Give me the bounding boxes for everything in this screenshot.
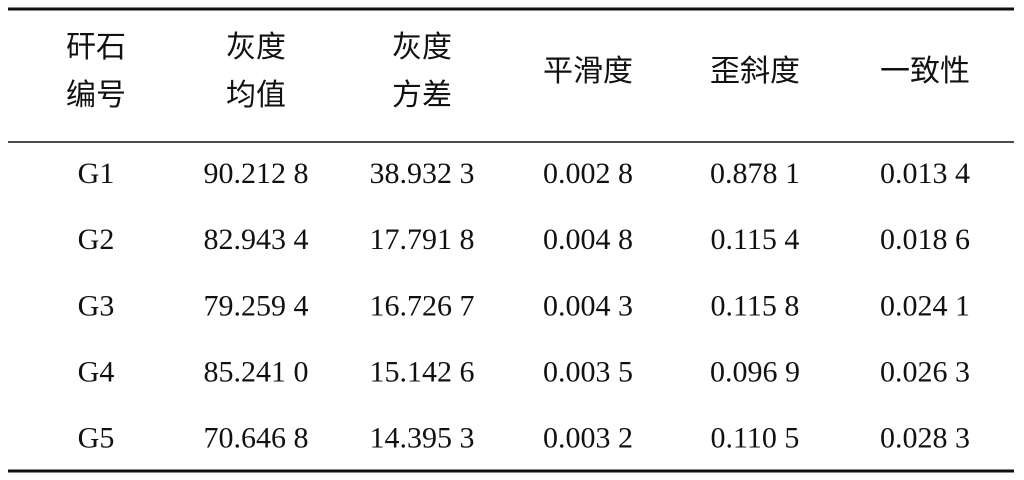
cell: 0.115 8 [711, 289, 800, 322]
cell: 0.003 5 [543, 355, 633, 388]
cell: 0.115 4 [711, 223, 800, 256]
cell: 0.024 1 [880, 289, 970, 322]
header-cell: 均值 [226, 79, 286, 112]
cell: 85.241 0 [204, 355, 309, 388]
header-cell: 平滑度 [543, 55, 633, 88]
cell: 16.726 7 [370, 289, 475, 322]
header-cell: 歪斜度 [710, 55, 800, 88]
cell: 0.003 2 [543, 422, 633, 455]
cell: 0.013 4 [880, 157, 970, 190]
header-cell: 一致性 [880, 55, 970, 88]
header-cell: 灰度 [226, 31, 286, 64]
cell: 0.096 9 [710, 355, 800, 388]
cell: G5 [78, 422, 115, 455]
cell: 0.002 8 [543, 157, 633, 190]
cell: 38.932 3 [370, 157, 475, 190]
cell: G4 [78, 355, 115, 388]
cell: 90.212 8 [204, 157, 309, 190]
cell: G1 [78, 157, 115, 190]
cell: 0.028 3 [880, 422, 970, 455]
header-cell: 编号 [66, 79, 126, 112]
cell: 0.004 8 [543, 223, 633, 256]
cell: 0.026 3 [880, 355, 970, 388]
cell: 70.646 8 [204, 422, 309, 455]
header-cell: 矸石 [66, 31, 126, 64]
cell: 0.110 5 [711, 422, 800, 455]
cell: 14.395 3 [370, 422, 475, 455]
cell: G3 [78, 289, 115, 322]
header-cell: 方差 [392, 79, 452, 112]
cell: 0.004 3 [543, 289, 633, 322]
cell: 0.018 6 [880, 223, 970, 256]
cell: 15.142 6 [370, 355, 475, 388]
header-cell: 灰度 [392, 31, 452, 64]
cell: G2 [78, 223, 115, 256]
cell: 0.878 1 [710, 157, 800, 190]
cell: 82.943 4 [204, 223, 309, 256]
cell: 79.259 4 [204, 289, 309, 322]
cell: 17.791 8 [370, 223, 475, 256]
